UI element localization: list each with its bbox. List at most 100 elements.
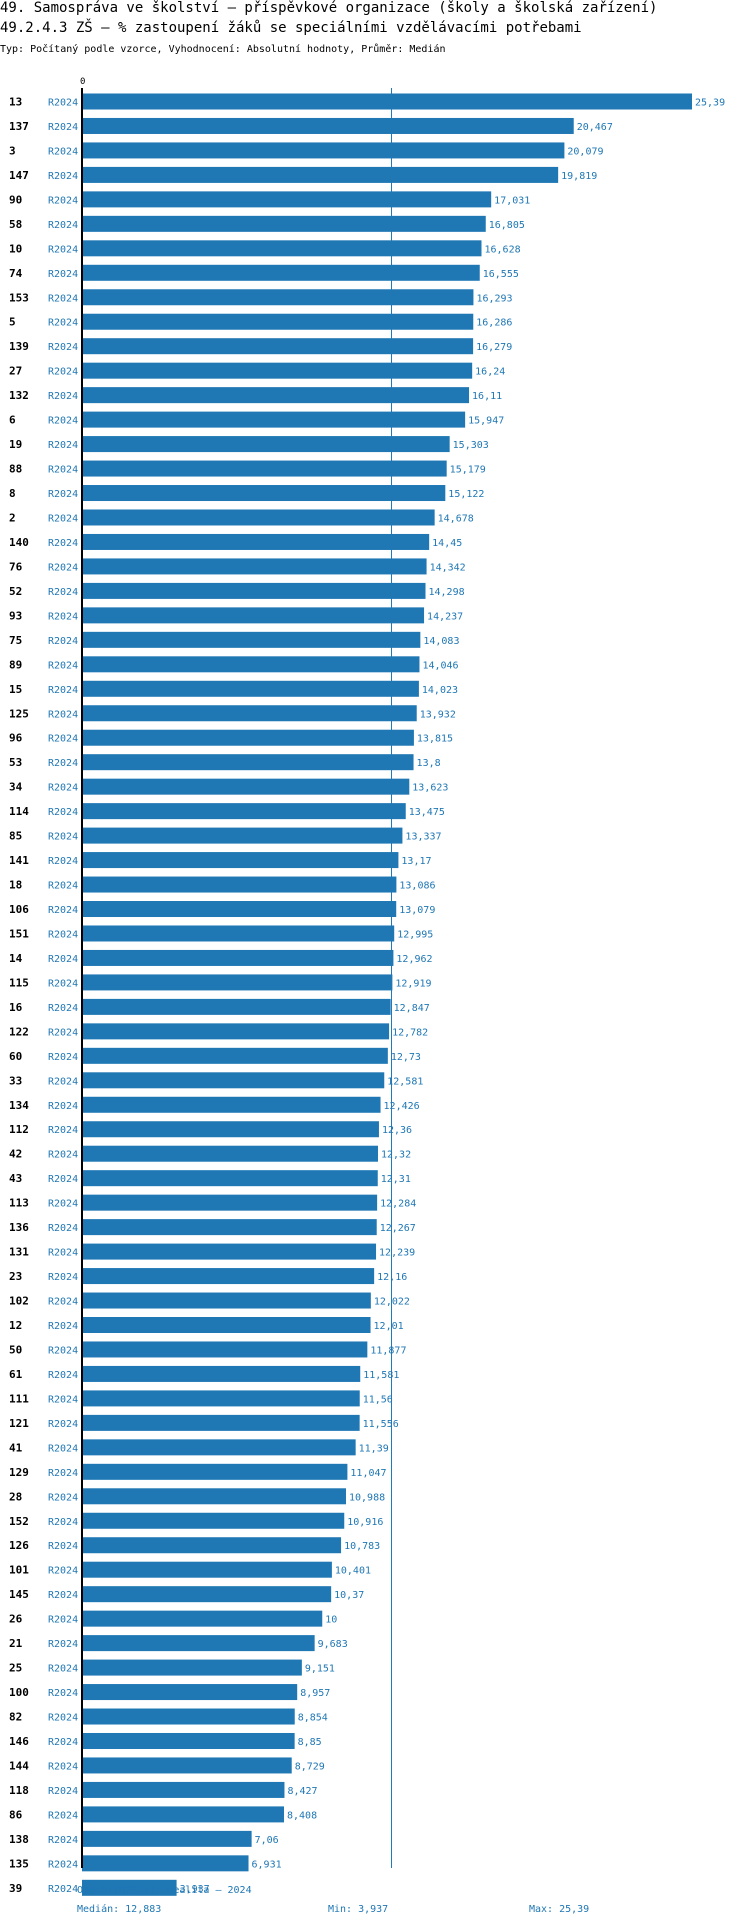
series-label: R2024 (48, 367, 78, 378)
category-label: 15 (9, 683, 22, 696)
series-label: R2024 (48, 1370, 78, 1381)
series-label: R2024 (48, 1443, 78, 1454)
bar (82, 1830, 252, 1847)
category-label: 114 (9, 805, 29, 818)
series-label: R2024 (48, 342, 78, 353)
data-label: 11,581 (363, 1370, 399, 1381)
category-label: 118 (9, 1784, 29, 1797)
bar (82, 1096, 381, 1113)
data-label: 14,237 (427, 611, 463, 622)
category-label: 125 (9, 707, 29, 720)
series-label: R2024 (48, 1810, 78, 1821)
bar (82, 313, 474, 330)
bar (82, 533, 430, 550)
data-label: 14,298 (429, 587, 465, 598)
data-label: 16,24 (475, 367, 505, 378)
bar (82, 191, 492, 208)
category-label: 26 (9, 1613, 23, 1626)
category-label: 2 (9, 511, 16, 524)
bar (82, 998, 391, 1015)
data-label: 10,988 (349, 1492, 385, 1503)
bar (82, 827, 403, 844)
category-label: 43 (9, 1172, 22, 1185)
data-label: 12,962 (396, 954, 432, 965)
bar (82, 1219, 377, 1236)
period-label: Období[R2024]: Realita – 2024 (77, 1885, 252, 1896)
category-label: 14 (9, 952, 23, 965)
bar (82, 1414, 360, 1431)
data-label: 13,17 (401, 856, 431, 867)
category-label: 41 (9, 1441, 23, 1454)
series-label: R2024 (48, 293, 78, 304)
category-label: 5 (9, 316, 16, 329)
bar (82, 754, 414, 771)
data-label: 25,39 (695, 98, 725, 109)
series-label: R2024 (48, 171, 78, 182)
data-label: 13,932 (420, 709, 456, 720)
bar (82, 1341, 368, 1358)
category-label: 131 (9, 1246, 29, 1259)
category-label: 101 (9, 1564, 29, 1577)
data-label: 19,819 (561, 171, 597, 182)
data-label: 7,06 (255, 1835, 279, 1846)
bar (82, 1145, 378, 1162)
bar (82, 1268, 375, 1285)
data-label: 13,337 (405, 832, 441, 843)
series-label: R2024 (48, 1394, 78, 1405)
data-label: 10,37 (334, 1590, 364, 1601)
series-label: R2024 (48, 734, 78, 745)
data-label: 9,683 (318, 1639, 348, 1650)
category-label: 89 (9, 658, 22, 671)
series-label: R2024 (48, 1884, 78, 1895)
category-label: 76 (9, 560, 23, 573)
data-label: 12,919 (395, 978, 431, 989)
category-label: 152 (9, 1515, 29, 1528)
bar (82, 93, 692, 110)
series-label: R2024 (48, 1345, 78, 1356)
bar (82, 117, 574, 134)
data-label: 12,284 (380, 1199, 416, 1210)
data-label: 11,556 (363, 1419, 399, 1430)
data-label: 10,401 (335, 1566, 371, 1577)
bar (82, 142, 565, 159)
data-label: 12,267 (380, 1223, 416, 1234)
series-label: R2024 (48, 562, 78, 573)
category-label: 137 (9, 120, 29, 133)
data-label: 10,916 (347, 1517, 383, 1528)
bar (82, 852, 399, 869)
bar (82, 1243, 377, 1260)
bar (82, 607, 425, 624)
data-label: 8,957 (300, 1688, 330, 1699)
category-label: 141 (9, 854, 29, 867)
category-label: 3 (9, 144, 16, 157)
data-label: 8,854 (298, 1713, 328, 1724)
category-label: 132 (9, 389, 29, 402)
category-label: 86 (9, 1808, 23, 1821)
data-label: 3,937 (180, 1884, 210, 1895)
bar (82, 1170, 378, 1187)
series-label: R2024 (48, 807, 78, 818)
data-label: 12,995 (397, 929, 433, 940)
data-label: 12,426 (384, 1101, 420, 1112)
max-label: Max: 25,39 (529, 1904, 590, 1915)
category-label: 90 (9, 193, 22, 206)
series-label: R2024 (48, 440, 78, 451)
bar (82, 1610, 323, 1627)
data-label: 12,239 (379, 1248, 415, 1259)
category-label: 121 (9, 1417, 29, 1430)
series-label: R2024 (48, 1517, 78, 1528)
series-label: R2024 (48, 1541, 78, 1552)
data-label: 12,782 (392, 1027, 428, 1038)
bar (82, 1121, 379, 1138)
series-label: R2024 (48, 1713, 78, 1724)
bar (82, 656, 420, 673)
bar (82, 631, 421, 648)
category-label: 106 (9, 903, 29, 916)
category-label: 135 (9, 1857, 29, 1870)
bar (82, 582, 426, 599)
series-label: R2024 (48, 783, 78, 794)
series-label: R2024 (48, 1737, 78, 1748)
data-label: 9,151 (305, 1664, 335, 1675)
data-label: 17,031 (494, 195, 530, 206)
category-label: 115 (9, 976, 29, 989)
